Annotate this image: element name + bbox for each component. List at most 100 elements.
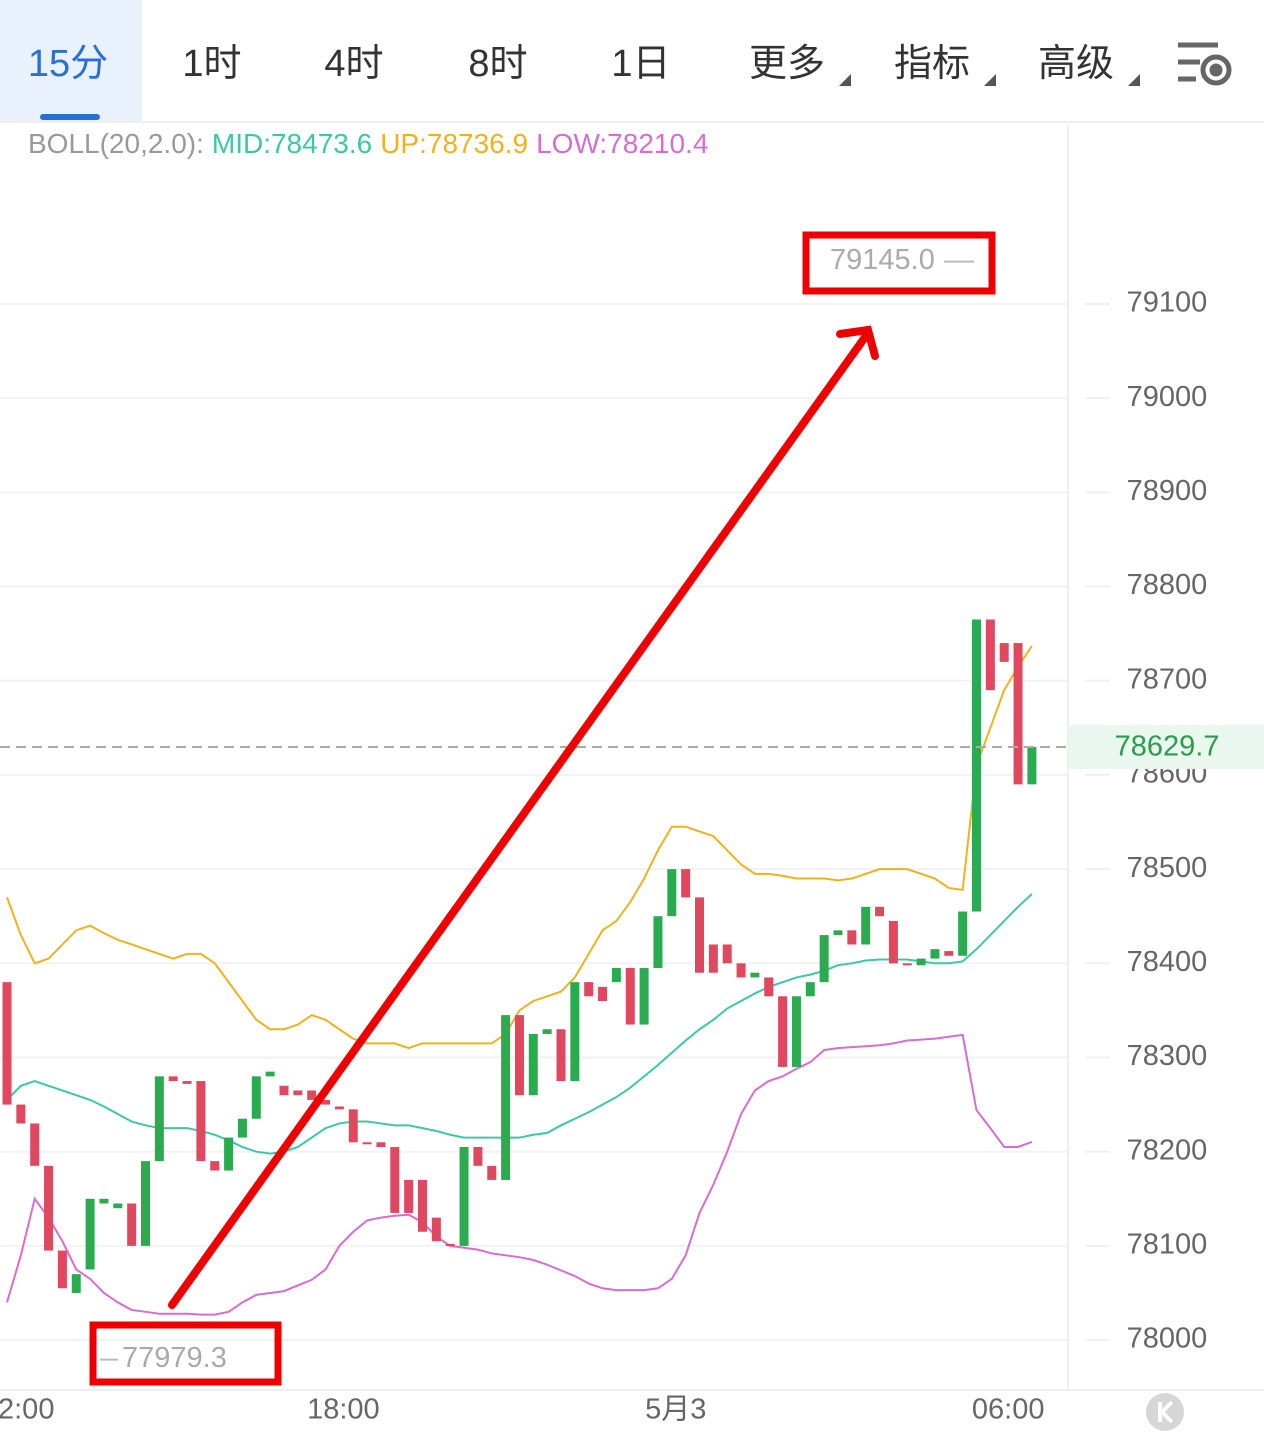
candle-body (972, 619, 981, 912)
y-tick-label: 79100 (1127, 287, 1208, 319)
candle-body (944, 951, 954, 956)
last-price-tag (1068, 724, 1264, 769)
candle-body (570, 982, 580, 1082)
candle-body (376, 1142, 386, 1147)
candle-body (819, 935, 829, 983)
candle-body (224, 1137, 234, 1171)
candle-body (999, 643, 1009, 662)
candle-body (16, 1104, 26, 1124)
candle-body (681, 869, 691, 898)
candle-body (57, 1250, 67, 1289)
candle-body (459, 1146, 469, 1246)
candle-body (445, 1244, 455, 1247)
candle-body (875, 906, 885, 917)
candle-body (362, 1142, 372, 1145)
candle-body (307, 1090, 317, 1100)
candle-body (85, 1198, 95, 1270)
candle-body (334, 1106, 344, 1110)
candle-body (556, 1029, 566, 1082)
y-tick-label: 78900 (1127, 475, 1208, 507)
candle-body (487, 1165, 497, 1180)
candle-body (154, 1076, 164, 1162)
candle-body (653, 916, 663, 969)
candle-body (1013, 643, 1023, 785)
tab[interactable]: 高级 (1038, 43, 1114, 85)
tab[interactable]: 15分 (28, 43, 108, 85)
candle-body (418, 1179, 427, 1232)
y-tick-label: 78500 (1127, 852, 1208, 884)
tab[interactable]: 1日 (611, 43, 670, 85)
candle-body (805, 982, 815, 997)
y-tick-label: 78200 (1127, 1134, 1208, 1166)
tab[interactable]: 更多 (749, 43, 825, 85)
dropdown-caret (1128, 74, 1140, 86)
high-label: 79145.0 (830, 244, 935, 276)
x-tick-label: 2:00 (0, 1394, 54, 1426)
legend-name: LOW: (536, 128, 607, 159)
candle-body (265, 1071, 275, 1077)
candle-body (168, 1076, 178, 1082)
candle-body (141, 1161, 150, 1246)
y-tick-label: 78100 (1127, 1229, 1208, 1261)
candle-body (667, 869, 677, 917)
legend-value: 78210.4 (607, 128, 708, 159)
tab[interactable]: 指标 (894, 43, 970, 85)
candle-body (71, 1274, 81, 1293)
candle-body (736, 963, 746, 978)
y-tick-label: 78400 (1127, 946, 1208, 978)
candle-body (625, 968, 635, 1025)
tab[interactable]: 4时 (324, 43, 383, 85)
tab[interactable]: 8时 (468, 43, 527, 85)
y-tick-label: 78300 (1127, 1040, 1208, 1072)
candle-body (916, 958, 926, 966)
x-tick-label: 18:00 (307, 1394, 380, 1426)
candle-body (293, 1090, 303, 1096)
candle-body (237, 1118, 247, 1138)
settings-icon[interactable] (1178, 42, 1232, 86)
candle-body (182, 1081, 192, 1084)
highlight-box-high (802, 231, 996, 295)
indicator-legend: BOLL(20,2.0): MID:78473.6 UP:78736.9 LOW:78… (28, 128, 708, 159)
candle-body (639, 968, 649, 1025)
candle-body (902, 963, 912, 966)
boll-line (6, 645, 1033, 1050)
candle-body (279, 1085, 289, 1096)
x-tick-label: 06:00 (972, 1394, 1045, 1426)
candle-body (528, 1033, 538, 1096)
candle-body (431, 1217, 441, 1242)
candle-body (833, 930, 843, 936)
candle-body (861, 906, 871, 945)
candle-body (985, 619, 995, 691)
candle-body (847, 930, 857, 945)
candle-body (99, 1198, 109, 1204)
active-tab-underline (40, 114, 100, 120)
tab[interactable]: 1时 (182, 43, 241, 85)
candle-body (210, 1161, 220, 1171)
candle-body (930, 949, 940, 959)
legend-name: UP: (380, 128, 427, 159)
kline-toggle[interactable] (1146, 1393, 1184, 1431)
last-price-label: 78629.7 (1115, 731, 1220, 763)
candle-body (321, 1099, 331, 1105)
candle-body (127, 1203, 137, 1246)
candle-body (251, 1076, 261, 1119)
candle-body (113, 1203, 123, 1209)
candle-body (888, 920, 898, 964)
legend-value: 78473.6 (271, 128, 372, 159)
y-tick-label: 79000 (1127, 381, 1208, 413)
candle-body (473, 1146, 483, 1166)
red-arrow (168, 325, 879, 1309)
candle-body (611, 968, 621, 983)
y-tick-label: 78800 (1127, 569, 1208, 601)
boll-line (6, 893, 1033, 1155)
y-tick-label: 78700 (1127, 663, 1208, 695)
candle-body (708, 944, 718, 973)
dropdown-caret (984, 74, 996, 86)
candle-body (501, 1015, 511, 1180)
candle-body (542, 1029, 552, 1034)
legend-name: MID: (212, 128, 271, 159)
candle-body (791, 996, 801, 1067)
highlight-box-low (89, 1321, 282, 1386)
